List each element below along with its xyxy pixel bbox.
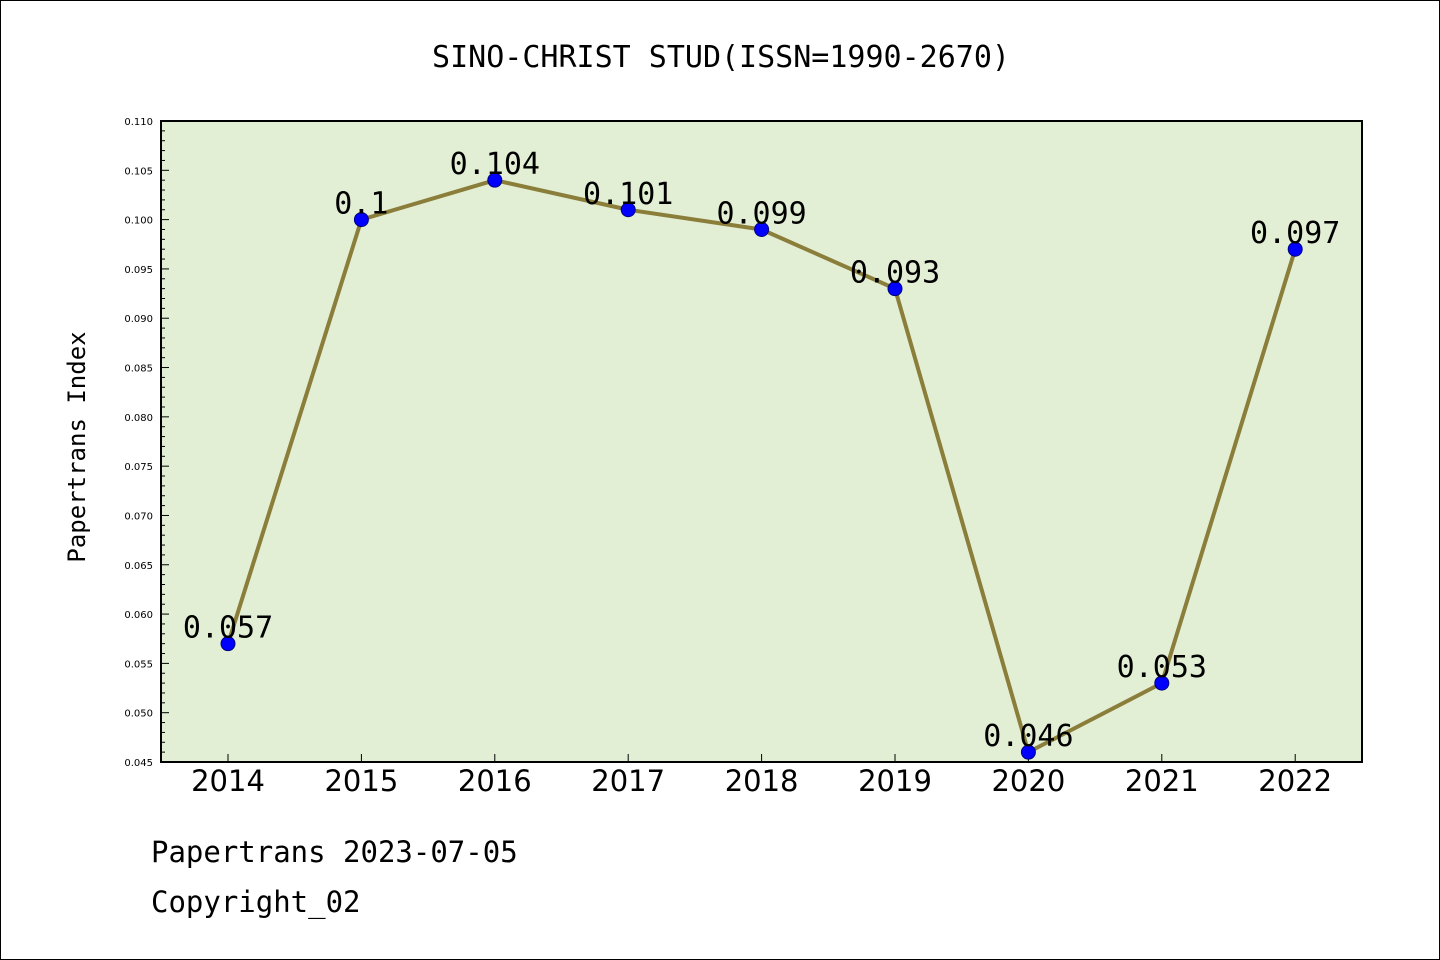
x-tick-label: 2018 <box>725 764 799 798</box>
footer-copyright: Copyright_02 <box>151 885 361 919</box>
y-tick-label: 0.085 <box>124 364 153 375</box>
data-point <box>1154 675 1170 691</box>
data-labels: 0.057 0.1 0.104 0.101 0.099 0.093 0.046 0.053 0.… <box>183 147 1341 754</box>
data-label: 0.097 <box>1250 216 1340 251</box>
y-tick-label: 0.070 <box>124 511 153 522</box>
x-tick-label: 2017 <box>591 764 665 798</box>
x-tick-label: 2015 <box>324 764 398 798</box>
y-tick-label: 0.055 <box>124 659 153 670</box>
y-tick-label: 0.090 <box>124 314 153 325</box>
data-point <box>487 172 503 188</box>
data-label: 0.046 <box>983 719 1073 754</box>
x-tick-label: 2016 <box>458 764 532 798</box>
data-label: 0.101 <box>583 177 673 212</box>
data-markers <box>220 172 1303 760</box>
y-tick-label: 0.045 <box>124 758 153 769</box>
data-label: 0.104 <box>450 147 540 182</box>
data-point <box>754 221 770 237</box>
x-tick-labels: 2014 2015 2016 2017 2018 2019 2020 2021 2022 <box>191 764 1332 798</box>
x-tick-label: 2019 <box>858 764 932 798</box>
data-label: 0.099 <box>716 196 806 231</box>
data-point <box>1020 744 1036 760</box>
x-tick-label: 2021 <box>1125 764 1199 798</box>
data-point <box>1287 241 1303 257</box>
data-label: 0.1 <box>334 187 388 222</box>
x-tick-label: 2022 <box>1258 764 1332 798</box>
data-point <box>220 636 236 652</box>
data-point <box>353 212 369 228</box>
data-label: 0.053 <box>1117 650 1207 685</box>
y-tick-label: 0.105 <box>124 166 153 177</box>
x-tick-label: 2014 <box>191 764 265 798</box>
chart-title: SINO-CHRIST STUD(ISSN=1990-2670) <box>432 40 1010 75</box>
data-point <box>887 281 903 297</box>
y-tick-label: 0.060 <box>124 610 153 621</box>
y-tick-labels: 0.045 0.050 0.055 0.060 0.065 0.070 0.075 0.080… <box>124 117 153 769</box>
x-tick-label: 2020 <box>991 764 1065 798</box>
axis-ticks <box>161 120 1296 763</box>
y-tick-label: 0.075 <box>124 462 153 473</box>
footer-date: Papertrans 2023-07-05 <box>151 835 518 869</box>
data-point <box>620 202 636 218</box>
data-label: 0.057 <box>183 611 273 646</box>
data-label: 0.093 <box>850 256 940 291</box>
y-tick-label: 0.065 <box>124 561 153 572</box>
y-tick-label: 0.050 <box>124 709 153 720</box>
y-tick-label: 0.080 <box>124 413 153 424</box>
y-tick-label: 0.100 <box>124 216 153 227</box>
y-tick-label: 0.095 <box>124 265 153 276</box>
y-tick-label: 0.110 <box>124 117 153 128</box>
y-axis-label: Papertrans Index <box>63 331 91 562</box>
